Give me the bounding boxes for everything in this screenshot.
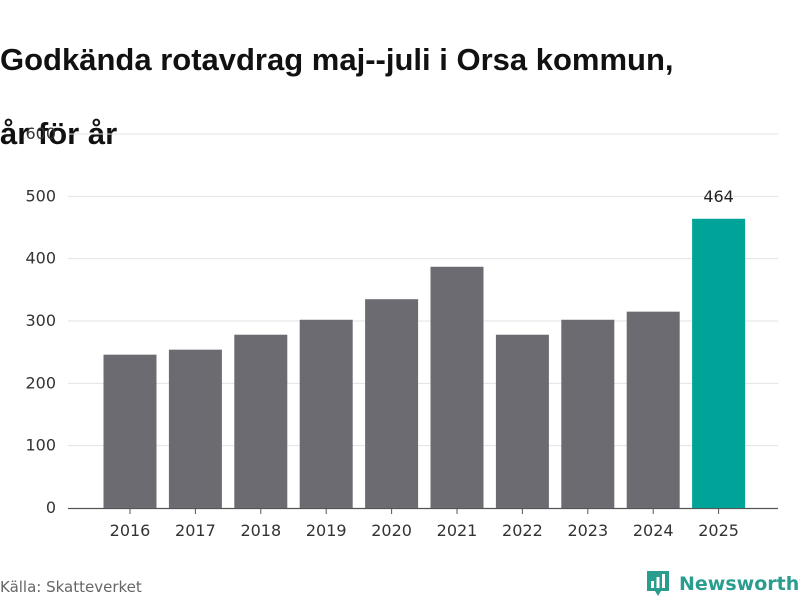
data-label-2025: 464 [703, 187, 734, 206]
bars [103, 218, 746, 509]
x-tick-label-2025: 2025 [698, 521, 739, 540]
x-tick-label-2022: 2022 [502, 521, 543, 540]
y-tick-label-200: 200 [25, 373, 56, 392]
bar-2017 [168, 349, 222, 508]
brand-logo: Newsworthy [645, 568, 800, 600]
y-tick-label-100: 100 [25, 436, 56, 455]
y-tick-label-300: 300 [25, 311, 56, 330]
x-tick-label-2018: 2018 [240, 521, 281, 540]
x-tick-label-2023: 2023 [567, 521, 608, 540]
bar-2021 [430, 266, 484, 508]
bar-2022 [495, 334, 549, 508]
x-tick-label-2024: 2024 [633, 521, 674, 540]
data-labels: 464 [703, 187, 734, 206]
bar-2025 [692, 218, 746, 509]
x-tick-label-2020: 2020 [371, 521, 412, 540]
x-tick-label-2021: 2021 [437, 521, 478, 540]
bar-2023 [561, 319, 615, 508]
bar-2024 [626, 311, 680, 508]
x-axis-ticks: 2016 2017 2018 2019 2020 2021 2022 2023 2024 2025 [110, 508, 739, 540]
x-tick-label-2017: 2017 [175, 521, 216, 540]
y-tick-label-600: 600 [25, 124, 56, 143]
y-tick-label-0: 0 [46, 498, 56, 517]
bar-2018 [234, 334, 288, 508]
y-axis-ticks: 0 100 200 300 400 500 600 [25, 124, 56, 517]
bar-chart: 0 100 200 300 400 500 600 2016 2017 2018 2019 2020… [25, 124, 778, 540]
y-tick-label-500: 500 [25, 186, 56, 205]
bar-2019 [299, 319, 353, 508]
bar-chart-icon [647, 571, 669, 596]
source-note: Källa: Skatteverket [0, 578, 142, 596]
x-tick-label-2016: 2016 [110, 521, 151, 540]
y-tick-label-400: 400 [25, 249, 56, 268]
x-tick-label-2019: 2019 [306, 521, 347, 540]
brand-name: Newsworthy [679, 573, 800, 595]
chart-title-line-1: Godkända rotavdrag maj--juli i Orsa komm… [0, 42, 674, 77]
bar-2020 [365, 299, 419, 508]
bar-2016 [103, 354, 157, 508]
